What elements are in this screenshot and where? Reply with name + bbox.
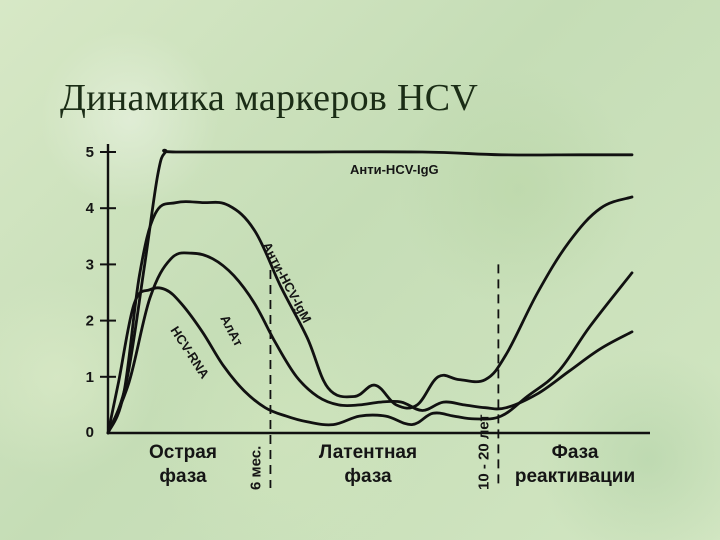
series-label-igg: Анти-HCV-IgG <box>350 162 439 177</box>
series-lines <box>106 148 634 435</box>
y-tick-label: 5 <box>86 144 94 161</box>
y-tick-label: 3 <box>86 256 94 273</box>
divider-label: 10 - 20 лет <box>475 414 492 490</box>
alat-curve <box>106 251 634 435</box>
series-label-rna: HCV-RNA <box>167 323 212 381</box>
phase-dividers: 6 мес. 10 - 20 лет <box>247 264 500 490</box>
phase-label: Латентная фаза <box>319 442 417 487</box>
phase-labels: Острая фаза Латентная фаза Фаза реактивации <box>149 442 635 487</box>
hcv-rna-curve <box>106 271 634 435</box>
series-label-igm: Анти-HCV-IgM <box>259 239 314 325</box>
igg-curve <box>106 148 634 435</box>
divider-label: 6 мес. <box>247 446 264 490</box>
series-label-alat: АлАт <box>217 312 246 348</box>
phase-label: Фаза реактивации <box>515 442 635 487</box>
y-tick-label: 4 <box>86 200 95 217</box>
phase-label: Острая фаза <box>149 442 217 487</box>
y-tick-label: 1 <box>86 369 94 386</box>
y-tick-label: 2 <box>86 313 94 330</box>
y-tick-labels: 0 1 2 3 4 5 <box>86 144 116 441</box>
y-tick-label: 0 <box>86 424 94 441</box>
igm-curve <box>106 195 634 435</box>
chart-axes <box>106 144 650 435</box>
slide-title: Динамика маркеров HCV <box>60 77 479 119</box>
